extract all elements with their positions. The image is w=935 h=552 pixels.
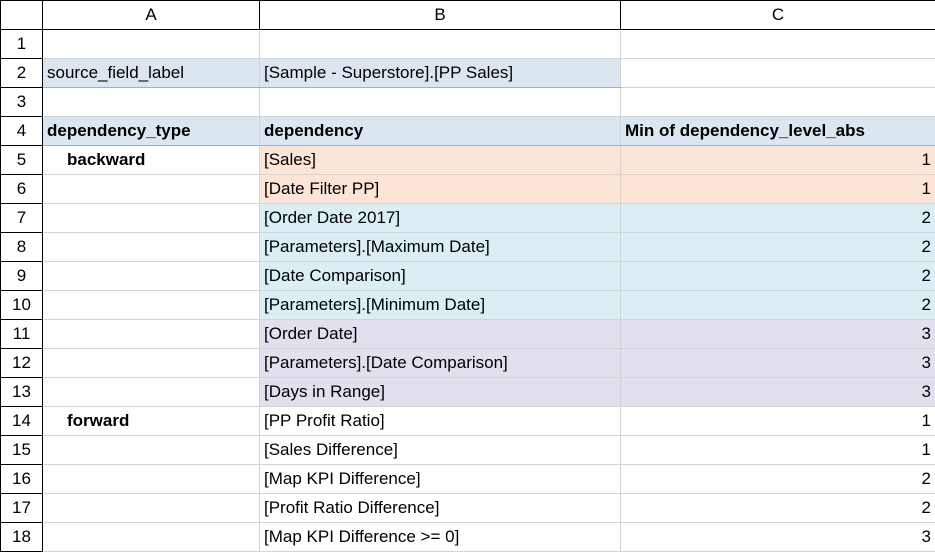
cell-a11[interactable] xyxy=(43,320,260,349)
table-row: 14 forward [PP Profit Ratio] 1 xyxy=(1,407,935,436)
cell-a16[interactable] xyxy=(43,465,260,494)
cell-a17[interactable] xyxy=(43,494,260,523)
cell-c1[interactable] xyxy=(621,30,935,59)
row-header[interactable]: 2 xyxy=(1,59,43,88)
column-header-c[interactable]: C xyxy=(621,1,935,30)
row-header[interactable]: 17 xyxy=(1,494,43,523)
table-row: 15 [Sales Difference] 1 xyxy=(1,436,935,465)
cell-a18[interactable] xyxy=(43,523,260,552)
table-row: 8 [Parameters].[Maximum Date] 2 xyxy=(1,233,935,262)
cell-b1[interactable] xyxy=(260,30,621,59)
table-row: 9 [Date Comparison] 2 xyxy=(1,262,935,291)
cell-a9[interactable] xyxy=(43,262,260,291)
table-row: 12 [Parameters].[Date Comparison] 3 xyxy=(1,349,935,378)
row-header[interactable]: 13 xyxy=(1,378,43,407)
cell-b16[interactable]: [Map KPI Difference] xyxy=(260,465,621,494)
row-header[interactable]: 7 xyxy=(1,204,43,233)
row-header[interactable]: 18 xyxy=(1,523,43,552)
cell-c8[interactable]: 2 xyxy=(621,233,935,262)
cell-c13[interactable]: 3 xyxy=(621,378,935,407)
row-header[interactable]: 1 xyxy=(1,30,43,59)
cell-b2[interactable]: [Sample - Superstore].[PP Sales] xyxy=(260,59,621,88)
cell-b7[interactable]: [Order Date 2017] xyxy=(260,204,621,233)
cell-b17[interactable]: [Profit Ratio Difference] xyxy=(260,494,621,523)
cell-c17[interactable]: 2 xyxy=(621,494,935,523)
cell-b12[interactable]: [Parameters].[Date Comparison] xyxy=(260,349,621,378)
table-row: 7 [Order Date 2017] 2 xyxy=(1,204,935,233)
table-row: 6 [Date Filter PP] 1 xyxy=(1,175,935,204)
cell-b18[interactable]: [Map KPI Difference >= 0] xyxy=(260,523,621,552)
row-header[interactable]: 15 xyxy=(1,436,43,465)
row-header[interactable]: 4 xyxy=(1,117,43,146)
cell-a7[interactable] xyxy=(43,204,260,233)
cell-c18[interactable]: 3 xyxy=(621,523,935,552)
table-row: 17 [Profit Ratio Difference] 2 xyxy=(1,494,935,523)
table-row: 2 source_field_label [Sample - Superstor… xyxy=(1,59,935,88)
row-header[interactable]: 11 xyxy=(1,320,43,349)
table-row: 3 xyxy=(1,88,935,117)
cell-c14[interactable]: 1 xyxy=(621,407,935,436)
cell-c7[interactable]: 2 xyxy=(621,204,935,233)
column-header-b[interactable]: B xyxy=(260,1,621,30)
cell-b13[interactable]: [Days in Range] xyxy=(260,378,621,407)
cell-a6[interactable] xyxy=(43,175,260,204)
cell-c10[interactable]: 2 xyxy=(621,291,935,320)
cell-b10[interactable]: [Parameters].[Minimum Date] xyxy=(260,291,621,320)
table-row: 10 [Parameters].[Minimum Date] 2 xyxy=(1,291,935,320)
table-row: 1 xyxy=(1,30,935,59)
row-header[interactable]: 9 xyxy=(1,262,43,291)
column-header-a[interactable]: A xyxy=(43,1,260,30)
cell-b14[interactable]: [PP Profit Ratio] xyxy=(260,407,621,436)
cell-a3[interactable] xyxy=(43,88,260,117)
table-row: 18 [Map KPI Difference >= 0] 3 xyxy=(1,523,935,552)
cell-a1[interactable] xyxy=(43,30,260,59)
cell-c11[interactable]: 3 xyxy=(621,320,935,349)
cell-c16[interactable]: 2 xyxy=(621,465,935,494)
row-header[interactable]: 10 xyxy=(1,291,43,320)
cell-c3[interactable] xyxy=(621,88,935,117)
cell-a12[interactable] xyxy=(43,349,260,378)
cell-a15[interactable] xyxy=(43,436,260,465)
group-label-forward[interactable]: forward xyxy=(43,407,260,436)
pivot-header-dependency[interactable]: dependency xyxy=(260,117,621,146)
row-header[interactable]: 14 xyxy=(1,407,43,436)
row-header[interactable]: 8 xyxy=(1,233,43,262)
cell-a10[interactable] xyxy=(43,291,260,320)
cell-c6[interactable]: 1 xyxy=(621,175,935,204)
cell-b15[interactable]: [Sales Difference] xyxy=(260,436,621,465)
cell-c2[interactable] xyxy=(621,59,935,88)
row-header[interactable]: 12 xyxy=(1,349,43,378)
table-row: 11 [Order Date] 3 xyxy=(1,320,935,349)
table-row: 4 dependency_type dependency Min of depe… xyxy=(1,117,935,146)
cell-b8[interactable]: [Parameters].[Maximum Date] xyxy=(260,233,621,262)
table-row: 5 backward [Sales] 1 xyxy=(1,146,935,175)
row-header[interactable]: 5 xyxy=(1,146,43,175)
table-row: 13 [Days in Range] 3 xyxy=(1,378,935,407)
cell-a8[interactable] xyxy=(43,233,260,262)
cell-b11[interactable]: [Order Date] xyxy=(260,320,621,349)
pivot-header-dependency-type[interactable]: dependency_type xyxy=(43,117,260,146)
cell-a13[interactable] xyxy=(43,378,260,407)
row-header[interactable]: 6 xyxy=(1,175,43,204)
cell-c15[interactable]: 1 xyxy=(621,436,935,465)
group-label-backward[interactable]: backward xyxy=(43,146,260,175)
pivot-header-min-level[interactable]: Min of dependency_level_abs xyxy=(621,117,935,146)
cell-c5[interactable]: 1 xyxy=(621,146,935,175)
cell-a2[interactable]: source_field_label xyxy=(43,59,260,88)
table-row: 16 [Map KPI Difference] 2 xyxy=(1,465,935,494)
row-header[interactable]: 3 xyxy=(1,88,43,117)
select-all-corner[interactable] xyxy=(1,1,43,30)
cell-c9[interactable]: 2 xyxy=(621,262,935,291)
row-header[interactable]: 16 xyxy=(1,465,43,494)
cell-c12[interactable]: 3 xyxy=(621,349,935,378)
cell-b9[interactable]: [Date Comparison] xyxy=(260,262,621,291)
column-header-row: A B C xyxy=(1,1,935,30)
cell-b3[interactable] xyxy=(260,88,621,117)
cell-b6[interactable]: [Date Filter PP] xyxy=(260,175,621,204)
cell-b5[interactable]: [Sales] xyxy=(260,146,621,175)
